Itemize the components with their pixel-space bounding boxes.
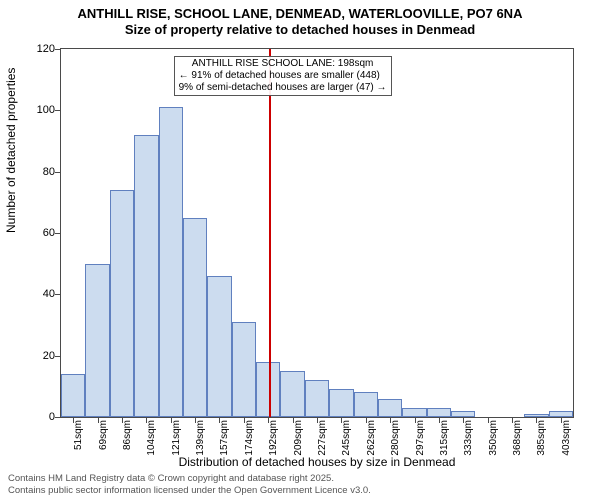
chart-root: ANTHILL RISE, SCHOOL LANE, DENMEAD, WATE… [0,0,600,500]
annotation-line: ← 91% of detached houses are smaller (44… [179,70,387,82]
histogram-bar [549,411,573,417]
x-tick-label: 69sqm [98,420,109,480]
x-tick-mark [390,418,391,423]
x-tick-label: 51sqm [73,420,84,480]
x-axis-label: Distribution of detached houses by size … [60,455,574,469]
y-tick-mark [55,417,60,418]
x-tick-mark [341,418,342,423]
x-tick-mark [463,418,464,423]
histogram-bar [85,264,109,417]
histogram-bar [305,380,329,417]
histogram-bar [61,374,85,417]
x-tick-mark [293,418,294,423]
x-tick-label: 333sqm [463,420,474,480]
annotation-line: 9% of semi-detached houses are larger (4… [179,82,387,94]
x-tick-label: 86sqm [122,420,133,480]
y-tick-mark [55,233,60,234]
histogram-bar [183,218,207,417]
x-tick-label: 157sqm [219,420,230,480]
y-tick-label: 120 [15,43,55,55]
footer-line2: Contains public sector information licen… [8,485,371,497]
x-tick-mark [536,418,537,423]
x-tick-label: 280sqm [390,420,401,480]
x-tick-label: 297sqm [415,420,426,480]
x-tick-mark [488,418,489,423]
reference-line [269,49,271,417]
x-tick-label: 139sqm [195,420,206,480]
x-tick-mark [98,418,99,423]
histogram-bar [134,135,158,417]
x-tick-label: 385sqm [536,420,547,480]
x-tick-label: 315sqm [439,420,450,480]
y-tick-label: 0 [15,411,55,423]
x-tick-mark [171,418,172,423]
x-tick-mark [561,418,562,423]
x-tick-mark [512,418,513,423]
x-tick-mark [439,418,440,423]
histogram-bar [207,276,231,417]
chart-title-line2: Size of property relative to detached ho… [0,22,600,37]
histogram-bar [354,392,378,417]
histogram-bar [378,399,402,417]
y-tick-label: 40 [15,288,55,300]
x-tick-label: 368sqm [512,420,523,480]
footer-line1: Contains HM Land Registry data © Crown c… [8,473,371,485]
x-tick-mark [366,418,367,423]
x-tick-mark [317,418,318,423]
histogram-bar [159,107,183,417]
y-tick-label: 80 [15,166,55,178]
histogram-bar [280,371,304,417]
x-tick-label: 403sqm [561,420,572,480]
histogram-bar [524,414,548,417]
x-tick-mark [219,418,220,423]
plot-inner: ANTHILL RISE SCHOOL LANE: 198sqm← 91% of… [61,49,573,417]
histogram-bar [232,322,256,417]
x-tick-label: 121sqm [171,420,182,480]
histogram-bar [451,411,475,417]
histogram-bar [110,190,134,417]
histogram-bar [329,389,353,417]
x-tick-mark [73,418,74,423]
y-tick-mark [55,356,60,357]
chart-title-line1: ANTHILL RISE, SCHOOL LANE, DENMEAD, WATE… [0,6,600,21]
x-tick-mark [146,418,147,423]
x-tick-mark [268,418,269,423]
x-tick-label: 174sqm [244,420,255,480]
y-tick-mark [55,49,60,50]
y-tick-mark [55,110,60,111]
x-tick-mark [195,418,196,423]
x-tick-label: 262sqm [366,420,377,480]
x-tick-mark [415,418,416,423]
x-tick-mark [122,418,123,423]
x-tick-mark [244,418,245,423]
y-tick-label: 20 [15,350,55,362]
y-tick-mark [55,294,60,295]
x-tick-label: 227sqm [317,420,328,480]
y-tick-mark [55,172,60,173]
annotation-line: ANTHILL RISE SCHOOL LANE: 198sqm [179,58,387,70]
x-tick-label: 209sqm [293,420,304,480]
x-tick-label: 104sqm [146,420,157,480]
x-tick-label: 245sqm [341,420,352,480]
histogram-bar [427,408,451,417]
plot-area: ANTHILL RISE SCHOOL LANE: 198sqm← 91% of… [60,48,574,418]
y-tick-label: 60 [15,227,55,239]
histogram-bar [402,408,426,417]
y-tick-label: 100 [15,104,55,116]
y-axis-label: Number of detached properties [4,68,18,233]
annotation-box: ANTHILL RISE SCHOOL LANE: 198sqm← 91% of… [174,56,392,96]
footer: Contains HM Land Registry data © Crown c… [8,473,371,497]
x-tick-label: 192sqm [268,420,279,480]
x-tick-label: 350sqm [488,420,499,480]
